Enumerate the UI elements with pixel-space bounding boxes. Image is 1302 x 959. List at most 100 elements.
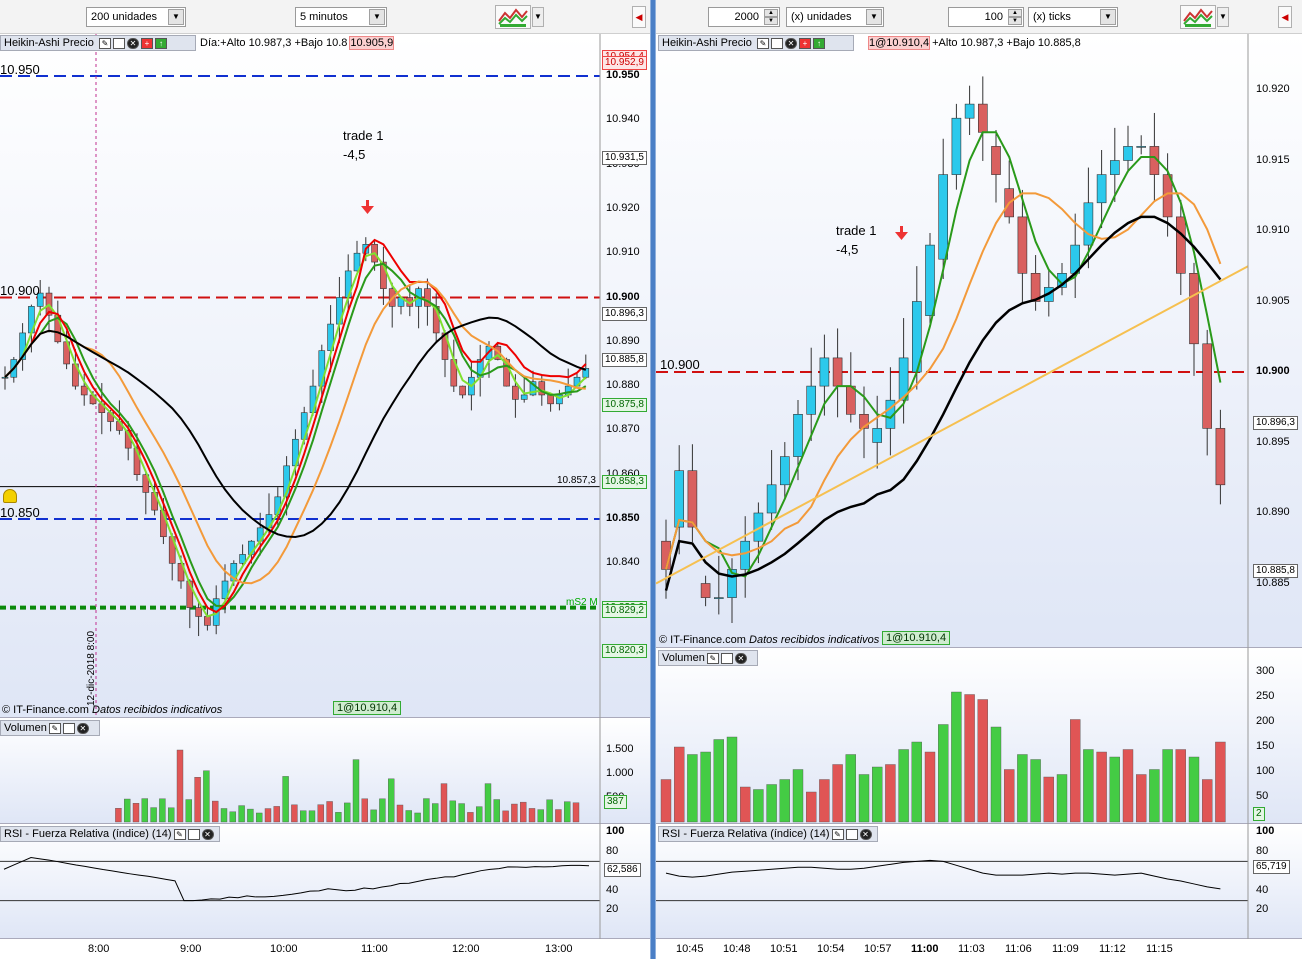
copyright-owner: © IT-Finance.com [659,634,746,646]
panel-splitter[interactable] [650,0,656,959]
units-stepper[interactable]: 2000 ▲ ▼ [708,7,780,27]
bear-candle [424,288,431,307]
copyright-note: Datos recibidos indicativos [749,634,880,646]
units-stepper-value: 2000 [734,11,759,23]
timeframe-select[interactable]: 5 minutos ▼ [295,7,387,27]
volume-bar [924,751,936,823]
window-icon[interactable] [112,37,125,49]
volume-bar [674,746,685,823]
wrench-icon[interactable]: ✎ [831,828,844,840]
close-icon[interactable]: ✕ [734,652,747,664]
position-box[interactable]: 1@10.910,4 [333,701,402,715]
left-volume-chart [115,718,601,824]
bear-candle [700,583,711,598]
right-volume-chart [660,648,1249,824]
close-icon[interactable]: ✕ [76,722,89,734]
units-select[interactable]: 200 unidades ▼ [86,7,186,27]
plus-icon[interactable]: + [798,37,811,49]
day-range-tag: 1@10.910,4 [868,36,931,50]
volume-bar [361,798,368,823]
copyright-owner: © IT-Finance.com [2,704,89,716]
rsi-tick-label: 20 [606,903,619,916]
bear-candle [186,580,194,608]
stepper-up-icon[interactable]: ▲ [764,9,778,17]
left-price-pane: Heikin-Ashi Precio ✎ ✕ + ↑ Día:+Alto 10.987… [0,34,650,718]
alarm-bell-icon[interactable] [3,489,17,503]
right-chart-panel: 2000 ▲ ▼ (x) unidades ▼ 100 ▲ ▼ (x) ticks ▼ ▼ … [656,0,1302,959]
stepper-down-icon[interactable]: ▼ [764,17,778,25]
stepper-down-icon[interactable]: ▼ [1008,17,1022,25]
price-tick-label: 10.900 [1256,365,1290,377]
copyright-text: © IT-Finance.com Datos recibidos indicat… [2,704,222,716]
close-icon[interactable]: ✕ [126,37,139,49]
wrench-icon[interactable]: ✎ [756,37,769,49]
rsi-line [665,859,1221,890]
copyright-text: © IT-Finance.com Datos recibidos indicat… [659,634,879,646]
close-icon[interactable]: ✕ [201,828,214,840]
position-box[interactable]: 1@10.910,4 [882,631,951,645]
window-icon[interactable] [845,828,858,840]
ticks-stepper[interactable]: 100 ▲ ▼ [948,7,1024,27]
price-indicator-label: Heikin-Ashi Precio [662,37,752,49]
bull-candle [740,540,750,570]
volume-bar [898,749,909,823]
volume-bar [1056,774,1068,823]
volume-bar [352,759,360,823]
volume-bar [493,799,500,823]
units-mode-select[interactable]: (x) unidades ▼ [786,7,884,27]
plus-icon[interactable]: + [140,37,153,49]
price-tick-label: 10.910 [606,246,640,259]
price-tick-label: 10.900 [606,290,640,303]
chevron-down-icon: ▼ [369,9,385,25]
volume-bar [726,736,738,823]
trade-annotation: trade 1 -4,5 [836,221,876,259]
bear-candle [1175,216,1186,274]
volume-bar [203,770,210,823]
close-icon[interactable]: ✕ [859,828,872,840]
up-arrow-icon[interactable]: ↑ [154,37,167,49]
indicators-chart-icon[interactable] [1180,5,1216,29]
bull-candle [727,569,737,598]
flag-icon[interactable]: ◀ [1278,6,1292,28]
time-tick-label: 10:48 [723,943,751,955]
volume-bar [564,801,571,823]
right-toolbar: 2000 ▲ ▼ (x) unidades ▼ 100 ▲ ▼ (x) ticks ▼ ▼ … [656,0,1302,34]
window-icon[interactable] [187,828,200,840]
bull-candle [1096,174,1107,204]
stepper-up-icon[interactable]: ▲ [1008,9,1022,17]
bull-candle [353,252,361,272]
wrench-icon[interactable]: ✎ [706,652,719,664]
volume-bar [115,808,122,823]
ticks-mode-select[interactable]: (x) ticks ▼ [1028,7,1118,27]
volume-bar [220,808,228,823]
volume-bar [132,803,140,823]
bear-candle [1030,273,1041,302]
wrench-icon[interactable]: ✎ [48,722,61,734]
volume-bar [432,803,439,823]
volume-bar [990,726,1002,823]
window-icon[interactable] [720,652,733,664]
indicators-dropdown-icon[interactable]: ▼ [532,7,544,27]
up-arrow-icon[interactable]: ↑ [812,37,825,49]
wrench-icon[interactable]: ✎ [98,37,111,49]
close-icon[interactable]: ✕ [784,37,797,49]
volume-bar [555,809,562,823]
indicators-chart-icon[interactable] [495,5,531,29]
volume-bar [291,804,298,823]
time-tick-label: 10:45 [676,943,704,955]
volume-bar [396,804,404,823]
indicators-dropdown-icon[interactable]: ▼ [1217,7,1229,27]
right-price-pane: Heikin-Ashi Precio ✎ ✕ + ↑ 1@10.910,4 +Alto … [656,34,1302,648]
wrench-icon[interactable]: ✎ [173,828,186,840]
bull-candle [221,580,229,600]
window-icon[interactable] [62,722,75,734]
price-tick-label: 10.920 [606,201,640,214]
ma-black-line [4,316,587,538]
price-tick-label: 10.885 [1256,576,1290,589]
window-icon[interactable] [770,37,783,49]
flag-icon[interactable]: ◀ [632,6,646,28]
volume-bar [423,798,430,823]
volume-bar [1030,759,1041,823]
vertical-date-label: 12-dic-2018 8:00 [86,630,97,706]
volume-bar [167,807,175,823]
